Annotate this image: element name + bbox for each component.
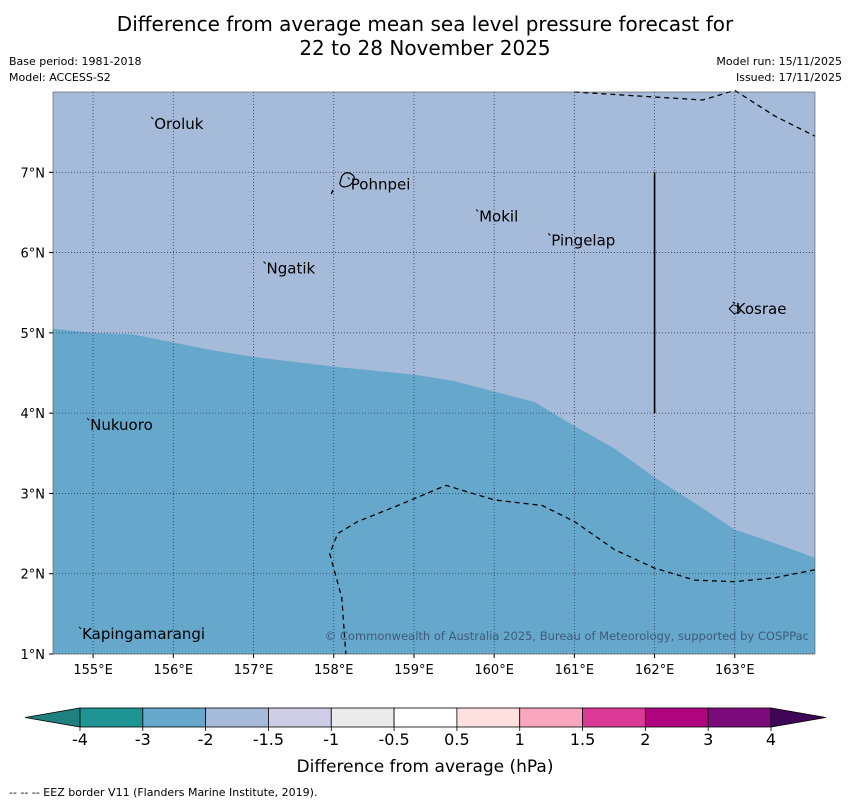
run-info: Model run: 15/11/2025 Issued: 17/11/2025 [716,54,842,86]
eez-border [734,89,816,137]
place-label: Kapingamarangi [82,625,205,643]
colorbar-min-extend [24,707,81,728]
longitude-tick-label: 155°E [73,663,113,678]
colorbar-segment [142,707,207,728]
colorbar-segment [330,707,395,728]
place-marker [86,417,90,421]
colorbar-segment [456,707,521,728]
chart-title: Difference from average mean sea level p… [0,12,850,60]
model-run: Model run: 15/11/2025 [716,55,842,68]
pohnpei-island-outline [339,172,355,188]
place-label: Oroluk [154,115,203,133]
place-marker [150,116,154,120]
colorbar-tick-label: -1.5 [253,730,284,749]
colorbar-tick-label: -2 [198,730,214,749]
map-frame [52,91,816,655]
latitude-tick-label: 1°N [21,648,46,663]
place-label: Mokil [479,207,518,225]
longitude-tick-label: 158°E [314,663,354,678]
colorbar-segment [519,707,583,728]
longitude-tick-label: 163°E [715,663,755,678]
colorbar-tick-label: 3 [703,730,713,749]
place-marker [78,626,82,630]
colorbar-title: Difference from average (hPa) [296,757,554,777]
colorbar: -4 -3 -2 -1.5 -1 -0.5 0.5 1 1.5 2 3 4 [24,707,827,749]
colorbar-segment [707,707,772,728]
latitude-tick-label: 4°N [21,407,46,422]
model-name: Model: ACCESS-S2 [9,71,111,84]
colorbar-segment [644,707,709,728]
longitude-tick-label: 159°E [394,663,434,678]
place-marker [475,209,479,212]
title-line-2: 22 to 28 November 2025 [299,36,551,60]
colorbar-tick-label: 0.5 [444,730,469,749]
colorbar-tick-label: 2 [640,730,650,749]
longitude-tick-label: 156°E [154,663,194,678]
eez-border [329,484,816,655]
colorbar-tick-label: 4 [766,730,776,749]
place-label: Kosrae [736,300,787,318]
model-info: Base period: 1981-2018 Model: ACCESS-S2 [9,54,141,86]
latitude-tick-label: 3°N [21,487,46,502]
issued-date: Issued: 17/11/2025 [735,71,842,84]
colorbar-tick-label: 1 [515,730,525,749]
latitude-tick-label: 2°N [21,568,46,583]
colorbar-tick-label: -0.5 [378,730,409,749]
kosrae-island-outline [728,304,741,315]
map-layer: Oroluk Pohnpei Mokil Pingelap Ngatik Kosrae Nu… [21,89,816,678]
island-mark [330,189,334,195]
longitude-tick-label: 161°E [555,663,595,678]
eez-legend: -- -- -- EEZ border V11 (Flanders Marine… [9,786,318,799]
colorbar-tick-label: 1.5 [570,730,595,749]
eez-border [574,89,735,101]
colorbar-segment [268,707,332,728]
latitude-tick-label: 5°N [21,327,46,342]
place-label: Nukuoro [90,416,153,434]
copyright-text: © Commonwealth of Australia 2025, Bureau… [325,629,809,643]
place-marker [732,301,736,305]
longitude-tick-label: 157°E [234,663,274,678]
longitude-tick-label: 160°E [474,663,514,678]
pressure-band-lower [53,328,815,654]
place-label: Pingelap [551,232,615,250]
colorbar-tick-label: -3 [135,730,151,749]
latitude-tick-label: 6°N [21,247,46,262]
colorbar-tick-label: -1 [323,730,339,749]
place-label: Pohnpei [351,175,411,193]
place-marker [347,176,351,180]
place-marker [263,261,266,264]
place-label: Ngatik [267,260,316,278]
longitude-tick-label: 162°E [635,663,675,678]
latitude-tick-label: 7°N [21,166,46,181]
colorbar-max-extend [770,707,827,728]
place-marker [547,233,551,236]
colorbar-segment [393,707,458,728]
colorbar-tick-label: -4 [72,730,88,749]
colorbar-segment [582,707,646,728]
colorbar-segment [79,707,144,728]
title-line-1: Difference from average mean sea level p… [116,12,734,36]
base-period: Base period: 1981-2018 [9,55,142,68]
colorbar-segment [205,707,269,728]
